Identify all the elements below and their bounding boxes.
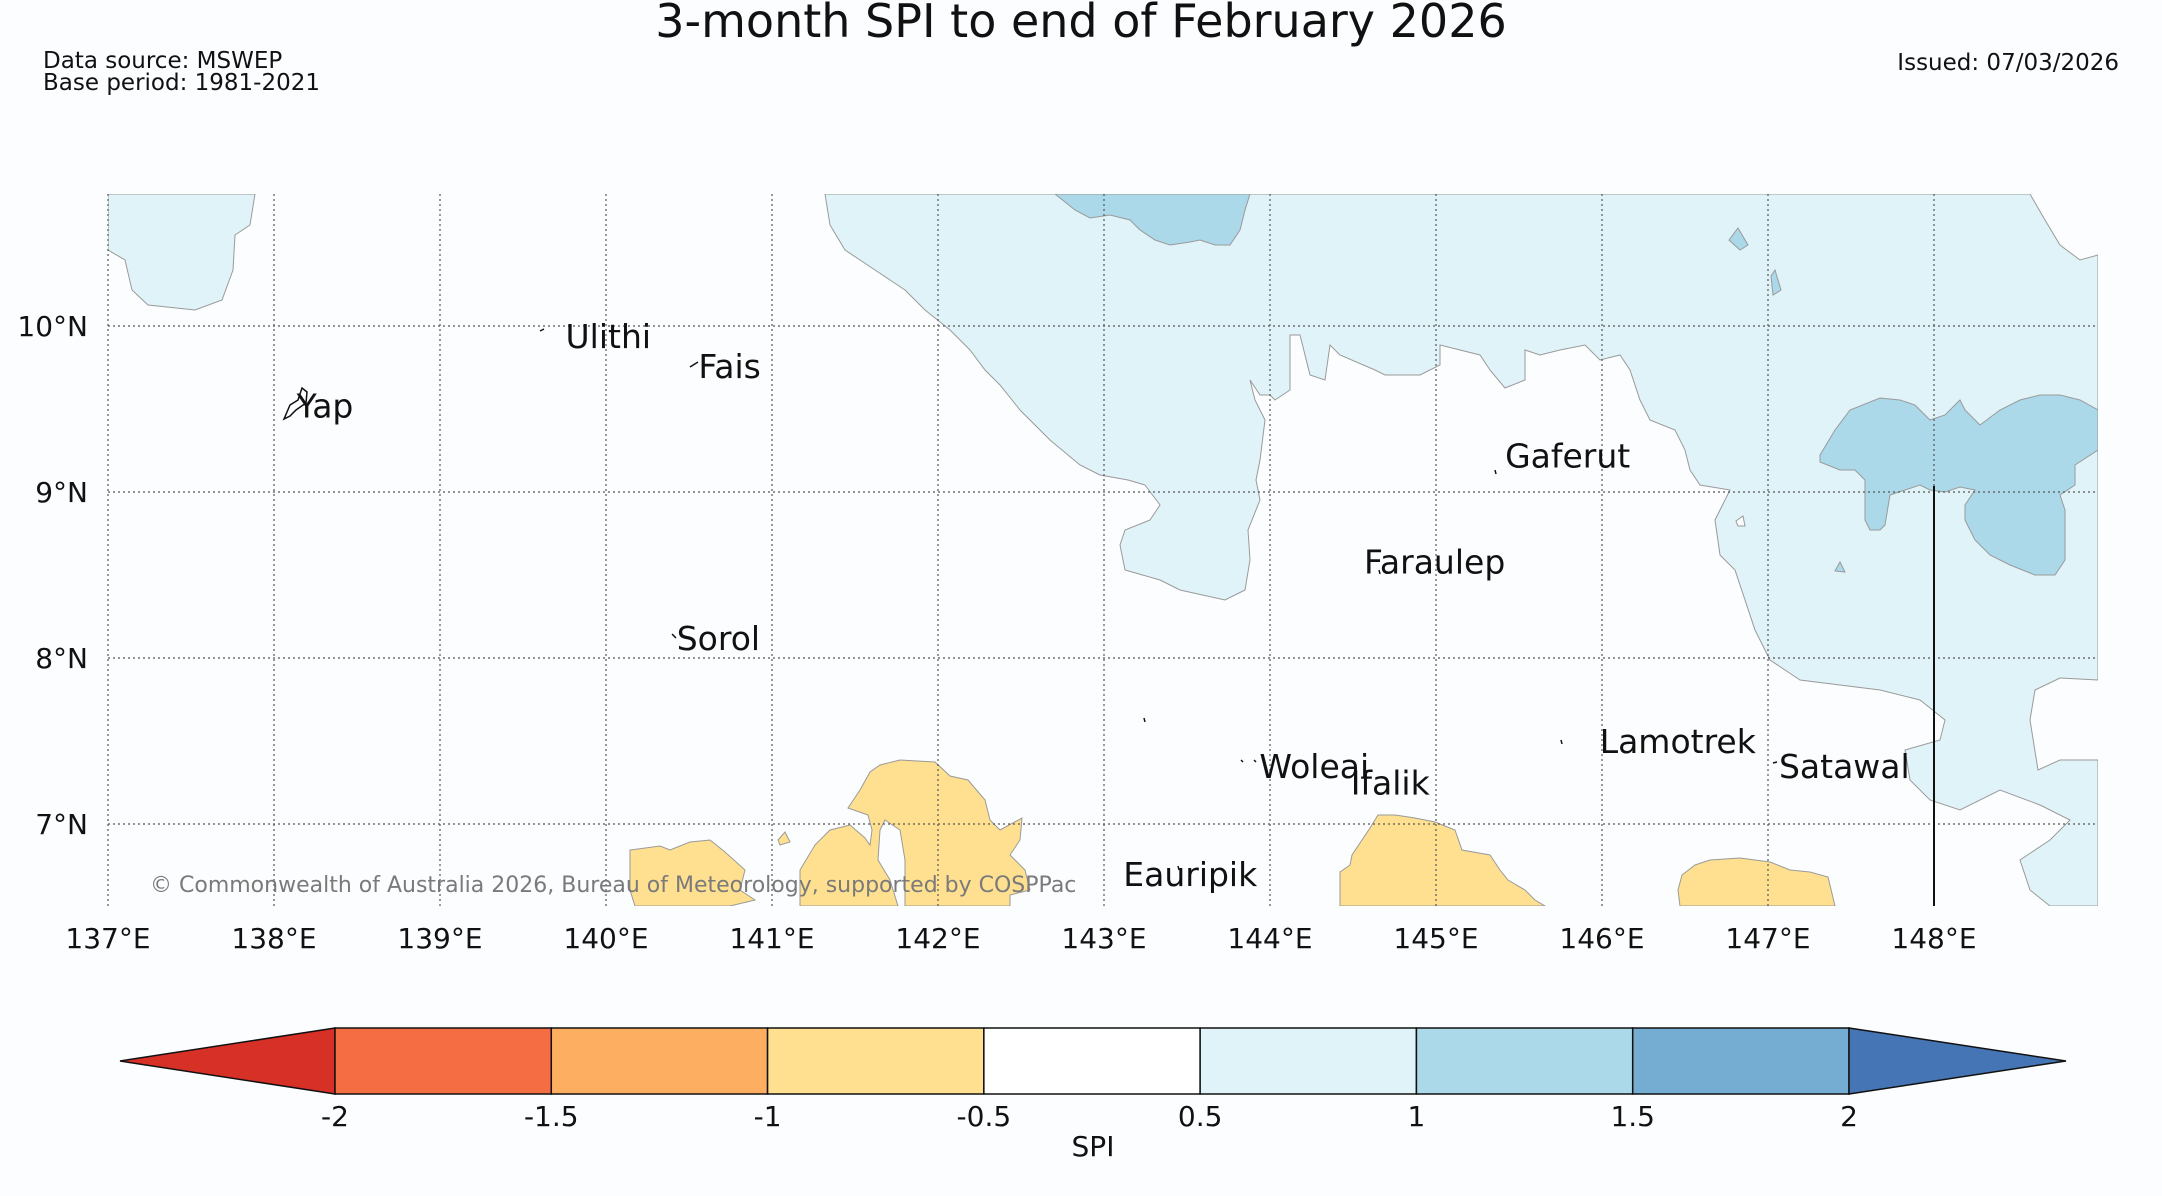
place-label-fais: Fais [698, 347, 761, 386]
colorbar-extend-high [1848, 1027, 2067, 1095]
lon-label: 146°E [1559, 922, 1644, 955]
data-source: Data source: MSWEP [43, 48, 283, 74]
lat-label: 9°N [35, 476, 88, 509]
lon-label: 148°E [1891, 922, 1976, 955]
island-gaferut-outline [1494, 469, 1497, 475]
colorbar-segment [1631, 1027, 1850, 1095]
spi-region-blue-small-1 [1728, 227, 1749, 251]
spi-region-yellow-3 [799, 759, 1031, 906]
lon-label: 142°E [895, 922, 980, 955]
colorbar-tick-label: 1.5 [1610, 1100, 1655, 1133]
island-lamotrek-outline [1560, 739, 1563, 745]
lon-label: 147°E [1725, 922, 1810, 955]
spi-region-yellow-5 [1677, 857, 1836, 906]
map-title: 3-month SPI to end of February 2026 [655, 0, 1507, 48]
lon-label: 145°E [1393, 922, 1478, 955]
islands [282, 328, 1778, 871]
colorbar-tick-label: -2 [321, 1100, 349, 1133]
island-faraulep-outline [1378, 569, 1381, 575]
colorbar-tick-label: 1 [1408, 1100, 1426, 1133]
colorbar-tick-labels: -2 -1.5 -1 -0.5 0.5 1 1.5 2 [321, 1100, 1858, 1133]
spi-region-blue-east [1819, 394, 2098, 576]
place-label-satawal: Satawal [1779, 747, 1910, 786]
spi-region-blue-small-2 [1770, 268, 1782, 296]
colorbar-extend-low [119, 1027, 336, 1095]
lat-label: 10°N [17, 310, 88, 343]
place-label-yap: Yap [296, 387, 354, 426]
island-fais-outline [689, 361, 699, 368]
colorbar-segment [550, 1027, 769, 1095]
colorbar-tick-label: 0.5 [1178, 1100, 1223, 1133]
colorbar-tick-label: -1 [754, 1100, 782, 1133]
colorbar-segment [334, 1027, 553, 1095]
place-labels: Yap Ulithi Fais Sorol Gaferut Faraulep WoleaiI… [296, 317, 1910, 894]
spi-region-light-blue-main [824, 194, 2098, 906]
spi-region-blue-small-3 [1834, 560, 1846, 573]
island-sorol-outline [671, 633, 677, 639]
spi-regions [108, 194, 2098, 906]
lon-label: 137°E [65, 922, 150, 955]
spi-region-blue-north [1054, 194, 1251, 246]
spi-region-white-spot [1735, 515, 1746, 527]
base-period: Base period: 1981-2021 [43, 70, 321, 96]
lat-label: 7°N [35, 808, 88, 841]
island-yap-outline [282, 386, 308, 421]
island-ifalik-outline [1240, 759, 1257, 763]
place-label-lamotrek: Lamotrek [1600, 722, 1757, 761]
colorbar-segment [766, 1027, 985, 1095]
island-eauripik-outline [1177, 865, 1180, 871]
spi-colorbar [119, 1027, 2067, 1095]
lon-label: 139°E [397, 922, 482, 955]
source-info: Data source: MSWEP Base period: 1981-202… [43, 48, 321, 96]
place-label-sorol: Sorol [677, 619, 760, 658]
lat-label: 8°N [35, 642, 88, 675]
lon-label: 138°E [231, 922, 316, 955]
place-label-eauripik: Eauripik [1123, 855, 1258, 894]
island-woleai-outline [1143, 717, 1146, 723]
lon-labels: 137°E 138°E 139°E 140°E 141°E 142°E 143°… [65, 922, 1976, 955]
colorbar-segment [1415, 1027, 1634, 1095]
spi-region-yellow-2 [777, 831, 791, 846]
spi-region-light-blue-nw [108, 194, 256, 311]
issued-date: Issued: 07/03/2026 [1897, 50, 2119, 76]
colorbar-tick-label: -1.5 [524, 1100, 579, 1133]
colorbar-segment [983, 1027, 1201, 1095]
spi-region-yellow-4 [1339, 814, 1546, 906]
lon-label: 141°E [729, 922, 814, 955]
graticule [107, 194, 2098, 906]
island-satawal-outline [1772, 761, 1778, 764]
colorbar-label: SPI [1072, 1130, 1115, 1163]
lat-labels: 10°N 9°N 8°N 7°N [17, 310, 88, 841]
place-label-ifalik: Ifalik [1351, 764, 1431, 803]
lon-label: 144°E [1227, 922, 1312, 955]
place-label-faraulep: Faraulep [1364, 543, 1505, 582]
place-label-woleai: Woleai [1259, 747, 1369, 786]
island-ulithi-outline [539, 328, 545, 332]
colorbar-segment [1199, 1027, 1418, 1095]
place-label-gaferut: Gaferut [1505, 436, 1630, 475]
colorbar-tick-label: 2 [1840, 1100, 1858, 1133]
spi-region-yellow-1 [629, 839, 757, 906]
copyright-text: © Commonwealth of Australia 2026, Bureau… [150, 873, 1076, 898]
colorbar-tick-label: -0.5 [957, 1100, 1012, 1133]
place-label-ulithi: Ulithi [566, 317, 652, 356]
lon-label: 143°E [1061, 922, 1146, 955]
lon-label: 140°E [563, 922, 648, 955]
